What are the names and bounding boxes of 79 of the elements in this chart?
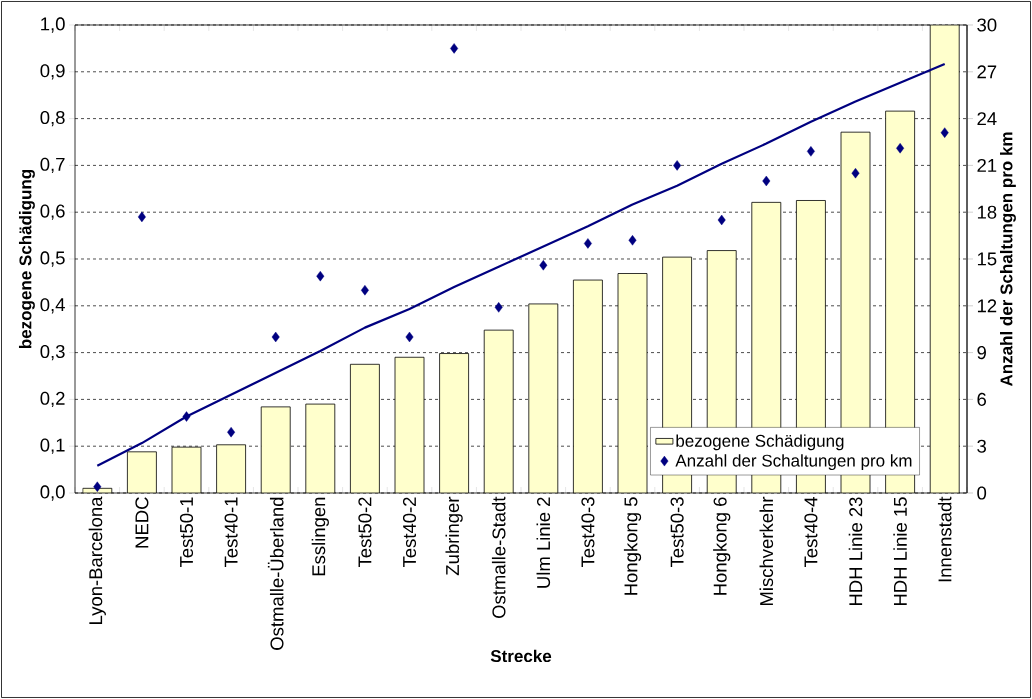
bar	[395, 357, 425, 493]
x-tick-label: Lyon-Barcelona	[88, 496, 106, 624]
bar	[305, 404, 335, 493]
y2-tick-label: 6	[977, 392, 987, 406]
bar	[484, 330, 514, 493]
y2-tick-label: 15	[977, 252, 997, 266]
point	[271, 331, 280, 343]
bar	[127, 451, 157, 493]
point	[940, 127, 949, 138]
point	[762, 175, 771, 187]
y2-tick-label: 24	[977, 112, 997, 126]
y2-tick-label: 12	[977, 299, 997, 313]
bar	[528, 303, 558, 493]
bar	[439, 353, 469, 493]
x-tick-label: Test50-1	[179, 497, 194, 568]
legend-label: Anzahl der Schaltungen pro km	[675, 454, 912, 471]
x-tick-label: Test40-2	[402, 497, 417, 568]
x-tick-label: Hongkong 5	[623, 497, 642, 595]
y-tick-label: 0,3	[40, 344, 65, 361]
y2-tick-label: 18	[977, 205, 997, 219]
point	[316, 270, 325, 282]
y2-tick-label: 9	[977, 346, 986, 360]
x-tick-label: Test50-2	[358, 497, 372, 568]
y2-tick-label: 3	[977, 439, 987, 453]
y-tick-label: 0,8	[40, 110, 65, 127]
y2-tick-label: 30	[977, 18, 997, 32]
point	[93, 481, 102, 492]
y-axis-title: bezogene Schädigung	[18, 169, 35, 349]
point	[182, 411, 191, 422]
bar	[350, 364, 380, 493]
x-tick-label: Esslingen	[311, 497, 329, 576]
legend-label: bezogene Schädigung	[676, 434, 844, 451]
x-tick-label: Test40-1	[224, 497, 238, 568]
point	[450, 43, 459, 54]
point	[227, 426, 236, 438]
x-tick-label: HDH Linie 15	[893, 497, 907, 606]
y-tick-label: 0,6	[40, 204, 65, 220]
x-tick-label: Mischverkehr	[759, 496, 774, 606]
bar	[573, 280, 603, 493]
y-tick-label: 0,4	[40, 298, 65, 314]
x-tick-label: NEDC	[135, 497, 149, 548]
x-axis-title: Strecke	[490, 649, 552, 663]
bar	[929, 25, 960, 493]
y2-tick-label: 27	[977, 65, 997, 79]
x-tick-label: HDH Linie 23	[848, 497, 863, 606]
x-tick-label: Ostmalle-Überland	[267, 497, 284, 650]
point	[717, 214, 726, 226]
y2-axis-title: Anzahl der Schaltungen pro km	[1000, 132, 1016, 387]
bar	[618, 273, 648, 493]
point	[539, 260, 548, 271]
y2-tick-label: 21	[977, 158, 997, 172]
point	[851, 167, 860, 179]
point	[806, 146, 815, 157]
x-tick-label: Zubringer	[445, 496, 463, 576]
bar	[216, 444, 246, 493]
x-tick-label: Ostmalle-Stadt	[491, 496, 506, 618]
point	[896, 143, 905, 154]
point	[137, 211, 146, 223]
y-tick-label: 0,2	[40, 391, 65, 408]
point	[673, 160, 682, 171]
x-tick-label: Innenstadt	[937, 496, 952, 582]
y-tick-label: 0,1	[40, 438, 65, 454]
y-tick-label: 1,0	[41, 17, 65, 33]
point	[405, 331, 414, 343]
y2-tick-label: 0	[977, 486, 987, 500]
x-tick-label: Test40-4	[804, 497, 818, 568]
point	[628, 235, 637, 246]
x-tick-label: Ulm Linie 2	[536, 497, 551, 588]
point	[494, 302, 503, 313]
y-tick-label: 0,0	[40, 485, 65, 501]
y-tick-label: 0,9	[40, 64, 65, 80]
point	[583, 238, 592, 249]
y-tick-label: 0,5	[40, 251, 65, 267]
x-tick-label: Test40-3	[581, 497, 595, 568]
x-tick-label: Test50-3	[670, 497, 684, 568]
bar	[261, 406, 291, 493]
x-tick-label: Hongkong 6	[713, 497, 731, 595]
point	[360, 284, 369, 296]
y-tick-label: 0,7	[40, 157, 65, 174]
